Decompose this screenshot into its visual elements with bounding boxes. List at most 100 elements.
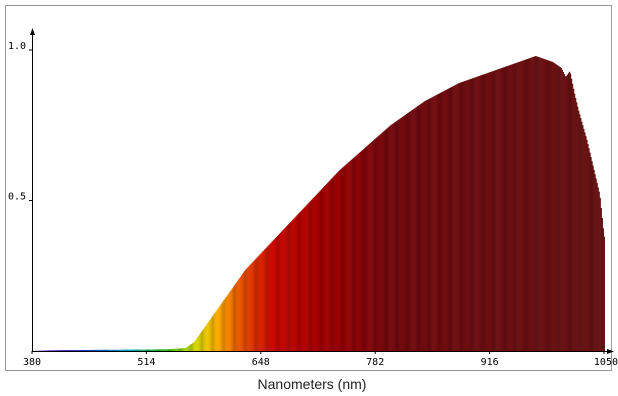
spectrum-bar bbox=[260, 253, 262, 351]
spectrum-bar bbox=[428, 98, 430, 351]
spectrum-bar bbox=[403, 115, 406, 351]
spectrum-bar bbox=[328, 181, 330, 351]
x-axis-title: Nanometers (nm) bbox=[258, 376, 367, 392]
spectrum-bar bbox=[247, 267, 249, 351]
spectrum-bar bbox=[341, 168, 343, 351]
spectrum-bar bbox=[137, 349, 139, 351]
x-axis-arrow bbox=[607, 349, 614, 354]
spectrum-bar bbox=[66, 350, 69, 351]
spectrum-bar bbox=[430, 97, 432, 351]
spectrum-bar bbox=[383, 131, 385, 351]
spectrum-bar bbox=[168, 349, 170, 351]
spectrum-bar bbox=[554, 63, 556, 352]
spectrum-bar bbox=[382, 132, 384, 351]
spectrum-bar bbox=[433, 96, 435, 351]
spectrum-bar bbox=[262, 251, 264, 351]
spectrum-bar bbox=[422, 102, 424, 352]
spectrum-bar bbox=[185, 347, 187, 351]
x-tick-label: 782 bbox=[366, 357, 384, 368]
spectrum-bar bbox=[74, 350, 76, 351]
spectrum-bar bbox=[588, 148, 590, 351]
spectrum-bar bbox=[191, 343, 194, 351]
spectrum-bar bbox=[577, 106, 579, 351]
x-tick-label: 514 bbox=[137, 357, 155, 368]
spectrum-bar bbox=[459, 82, 461, 351]
spectrum-bar bbox=[146, 349, 149, 351]
spectrum-bar bbox=[50, 350, 52, 351]
spectrum-bar bbox=[446, 89, 449, 351]
spectrum-bar bbox=[60, 350, 63, 351]
spectrum-bar bbox=[167, 349, 169, 351]
spectrum-bar bbox=[555, 64, 557, 351]
spectrum-bar bbox=[200, 333, 202, 351]
spectrum-bar bbox=[361, 150, 364, 351]
spectrum-bar bbox=[490, 71, 493, 352]
spectrum-bar bbox=[245, 269, 247, 351]
spectrum-bar bbox=[473, 77, 475, 351]
spectrum-bar bbox=[55, 350, 57, 351]
spectrum-bar bbox=[359, 151, 362, 351]
spectrum-bar bbox=[576, 102, 578, 351]
spectrum-bar bbox=[353, 157, 356, 351]
spectrum-bar bbox=[314, 195, 317, 351]
spectrum-bar bbox=[156, 349, 159, 351]
spectrum-bar bbox=[139, 349, 141, 351]
spectrum-bar bbox=[483, 74, 486, 351]
spectrum-bar bbox=[226, 295, 228, 351]
spectrum-bar bbox=[373, 140, 375, 351]
spectrum-bar bbox=[547, 60, 549, 351]
spectrum-bar bbox=[240, 275, 243, 351]
spectrum-bar bbox=[165, 349, 167, 351]
spectrum-bar bbox=[94, 349, 96, 351]
spectrum-bar bbox=[444, 90, 447, 352]
spectrum-bar bbox=[253, 260, 255, 351]
spectrum-bar bbox=[294, 217, 296, 351]
spectrum-bar bbox=[466, 80, 468, 351]
spectrum-bar bbox=[278, 233, 281, 351]
spectrum-bar bbox=[384, 130, 386, 351]
spectrum-bar bbox=[556, 65, 558, 352]
spectrum-bar bbox=[86, 350, 88, 351]
spectrum-bar bbox=[562, 72, 564, 351]
spectrum-bar bbox=[211, 317, 213, 351]
spectrum-bar bbox=[155, 349, 158, 351]
spectrum-bar bbox=[387, 127, 389, 351]
spectrum-bar bbox=[389, 125, 391, 351]
spectrum-bar bbox=[277, 234, 280, 351]
spectrum-bar bbox=[595, 178, 597, 351]
spectrum-bar bbox=[392, 123, 394, 351]
spectrum-bar bbox=[526, 58, 529, 351]
spectrum-bar bbox=[508, 65, 510, 351]
y-axis-arrow bbox=[30, 28, 35, 35]
spectrum-bar bbox=[317, 192, 320, 351]
spectrum-bar bbox=[234, 283, 237, 351]
spectrum-bar bbox=[485, 73, 488, 352]
spectrum-bar bbox=[172, 348, 174, 351]
spectrum-bar bbox=[163, 349, 165, 351]
spectrum-bar bbox=[145, 349, 148, 351]
spectrum-bar bbox=[311, 199, 313, 351]
spectrum-bar bbox=[363, 148, 366, 351]
spectrum-bar bbox=[83, 350, 85, 351]
spectrum-bar bbox=[536, 56, 538, 351]
spectrum-bar bbox=[124, 349, 126, 351]
spectrum-bar bbox=[443, 90, 446, 351]
spectrum-bar bbox=[356, 154, 359, 351]
spectrum-bar bbox=[550, 61, 552, 351]
spectrum-bar bbox=[506, 66, 508, 351]
spectrum-bar bbox=[426, 100, 428, 351]
spectrum-bar bbox=[236, 281, 239, 351]
spectrum-bar bbox=[355, 155, 358, 351]
spectrum-bar bbox=[128, 349, 130, 351]
spectrum-bar bbox=[587, 143, 589, 351]
spectrum-bar bbox=[420, 103, 422, 351]
spectrum-bar bbox=[158, 349, 160, 351]
spectrum-bar bbox=[329, 180, 331, 351]
spectrum-bar bbox=[231, 288, 234, 351]
spectrum-bar bbox=[517, 62, 519, 351]
spectrum-bar bbox=[544, 59, 546, 352]
spectrum-bar bbox=[438, 93, 441, 352]
spectrum-bar bbox=[239, 276, 242, 351]
spectrum-bar bbox=[301, 209, 303, 351]
